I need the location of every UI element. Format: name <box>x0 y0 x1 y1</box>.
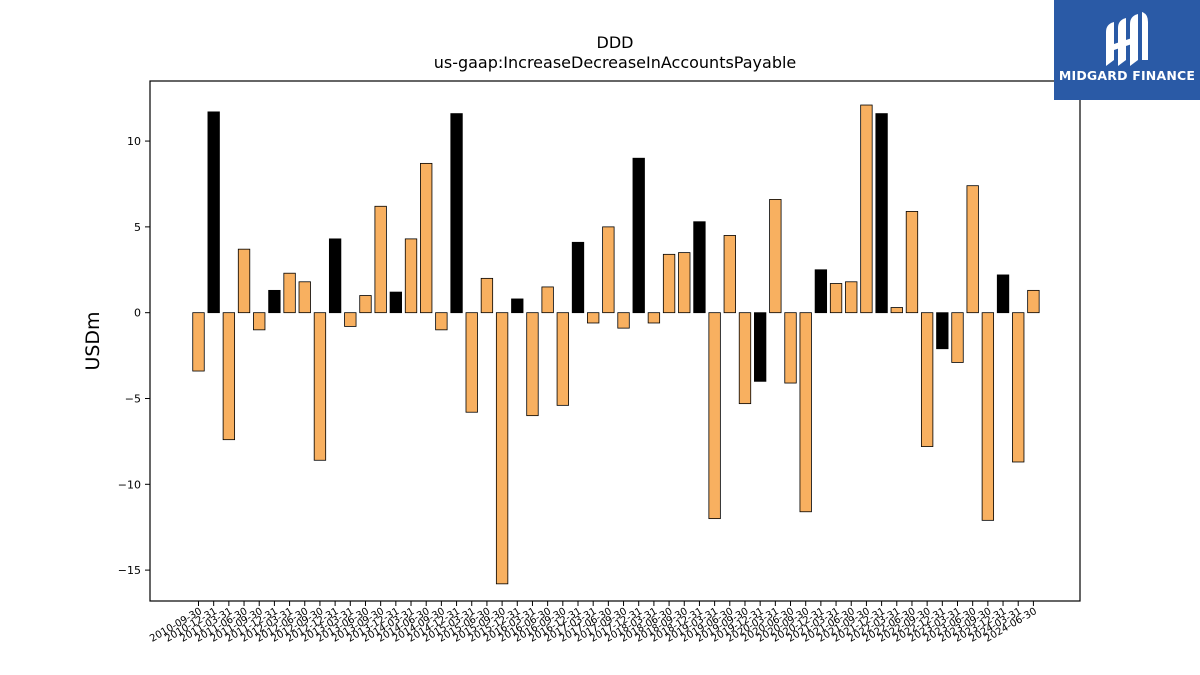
bar-2011-12-31 <box>268 289 281 314</box>
bar-2011-03-31 <box>222 312 236 441</box>
bar-2015-12-31 <box>511 298 524 314</box>
bar-2012-06-30 <box>298 281 311 314</box>
bar-2014-12-31 <box>450 113 463 314</box>
bar-2017-09-30 <box>617 312 630 329</box>
bar-2013-06-30 <box>359 295 372 314</box>
y-tick-label: 0 <box>134 307 141 320</box>
bar-2019-06-30 <box>723 235 736 314</box>
bar-2017-12-31 <box>632 157 645 314</box>
bar-2019-12-31 <box>754 312 767 382</box>
bar-2013-12-31 <box>389 291 402 314</box>
chart-subtitle: us-gaap:IncreaseDecreaseInAccountsPayabl… <box>433 53 797 72</box>
bar-2020-12-31 <box>814 269 828 314</box>
y-tick-label: 5 <box>134 221 141 234</box>
bar-2020-06-30 <box>784 312 797 384</box>
bar-2016-09-30 <box>556 312 569 406</box>
bar-2024-06-30 <box>1027 289 1040 314</box>
bar-2023-09-30 <box>981 312 995 521</box>
bar-2016-06-30 <box>541 286 554 314</box>
bar-2016-03-31 <box>526 312 539 417</box>
bar-2016-12-31 <box>571 241 585 314</box>
y-tick-label: 10 <box>127 135 141 148</box>
bar-2021-03-31 <box>829 283 843 314</box>
bar-2024-03-31 <box>1012 312 1025 463</box>
bar-2021-09-30 <box>860 104 873 314</box>
bar-2022-06-30 <box>905 211 919 314</box>
bar-2023-03-31 <box>951 312 964 363</box>
bar-2020-09-30 <box>799 312 812 513</box>
bar-2023-12-31 <box>996 274 1010 314</box>
bar-2022-09-30 <box>920 312 934 447</box>
bar-2011-09-30 <box>253 312 266 331</box>
bar-2018-09-30 <box>678 252 691 314</box>
bar-2015-03-31 <box>465 312 478 413</box>
bar-2013-03-31 <box>344 312 357 327</box>
logo-text: MIDGARD FINANCE <box>1058 68 1196 83</box>
bar-2014-03-31 <box>404 238 418 314</box>
bar-2023-06-30 <box>966 185 979 314</box>
bar-2010-12-31 <box>207 111 220 314</box>
plot-frame <box>149 80 1081 602</box>
y-axis-label: USDm <box>82 311 104 370</box>
bar-2017-06-30 <box>602 226 615 314</box>
bar-2018-12-31 <box>693 221 706 314</box>
bar-2012-09-30 <box>313 312 327 461</box>
bar-2018-03-31 <box>647 312 661 324</box>
bar-2014-09-30 <box>435 312 448 331</box>
y-tick-label: −5 <box>125 392 141 405</box>
bar-2020-03-31 <box>769 199 782 314</box>
bar-2012-12-31 <box>328 238 342 314</box>
bar-2015-09-30 <box>495 312 509 585</box>
bar-2012-03-31 <box>283 272 296 314</box>
y-tick-label: −15 <box>118 564 141 577</box>
bar-2018-06-30 <box>662 253 676 314</box>
bar-2011-06-30 <box>237 248 251 314</box>
brand-logo: MIDGARD FINANCE <box>1054 0 1200 100</box>
bar-2022-12-31 <box>936 312 949 350</box>
bar-2014-06-30 <box>420 162 433 314</box>
bar-2019-03-31 <box>708 312 721 520</box>
bar-2017-03-31 <box>587 312 600 324</box>
bar-2022-03-31 <box>890 307 903 314</box>
bar-2019-09-30 <box>738 312 752 405</box>
bar-2015-06-30 <box>480 277 494 314</box>
bar-2021-06-30 <box>845 281 858 314</box>
y-tick-label: −10 <box>118 478 141 491</box>
midgard-logo-icon <box>1106 12 1148 66</box>
bar-2013-09-30 <box>374 205 387 314</box>
bar-2010-09-30 <box>192 312 205 372</box>
chart-title: DDD <box>596 33 634 52</box>
bar-2021-12-31 <box>875 113 888 314</box>
